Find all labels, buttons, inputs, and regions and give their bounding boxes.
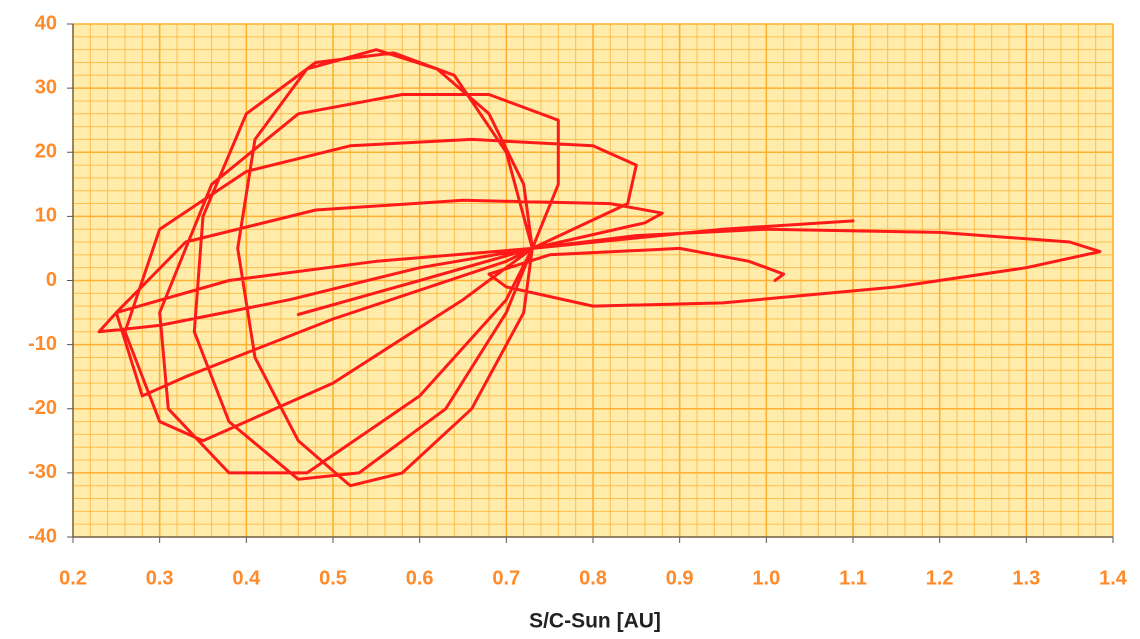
x-tick-label: 1.2	[926, 567, 954, 589]
y-tick-label: 20	[35, 141, 57, 163]
x-tick-label: 0.6	[406, 567, 434, 589]
x-tick-label: 0.9	[666, 567, 694, 589]
y-tick-label: -10	[28, 333, 57, 355]
x-tick-label: 0.4	[232, 567, 261, 589]
trajectory-line	[97, 48, 1102, 488]
x-tick-label: 1.1	[839, 567, 867, 589]
x-tick-label: 0.2	[59, 567, 87, 589]
x-tick-label: 1.4	[1099, 567, 1128, 589]
y-tick-label: 30	[35, 76, 57, 98]
y-tick-label: 10	[35, 205, 57, 227]
y-tick-label: -40	[28, 525, 57, 547]
y-tick-label: -20	[28, 397, 57, 419]
x-tick-label: 1.3	[1012, 567, 1040, 589]
y-tick-label: -30	[28, 461, 57, 483]
x-tick-label: 1.0	[752, 567, 780, 589]
x-tick-label: 0.3	[146, 567, 174, 589]
x-tick-label: 0.7	[492, 567, 520, 589]
y-tick-label: 0	[46, 269, 57, 291]
x-tick-label: 0.8	[579, 567, 607, 589]
x-axis-label: S/C-Sun [AU]	[529, 610, 661, 633]
y-tick-label: 40	[35, 12, 57, 34]
x-tick-label: 0.5	[319, 567, 347, 589]
